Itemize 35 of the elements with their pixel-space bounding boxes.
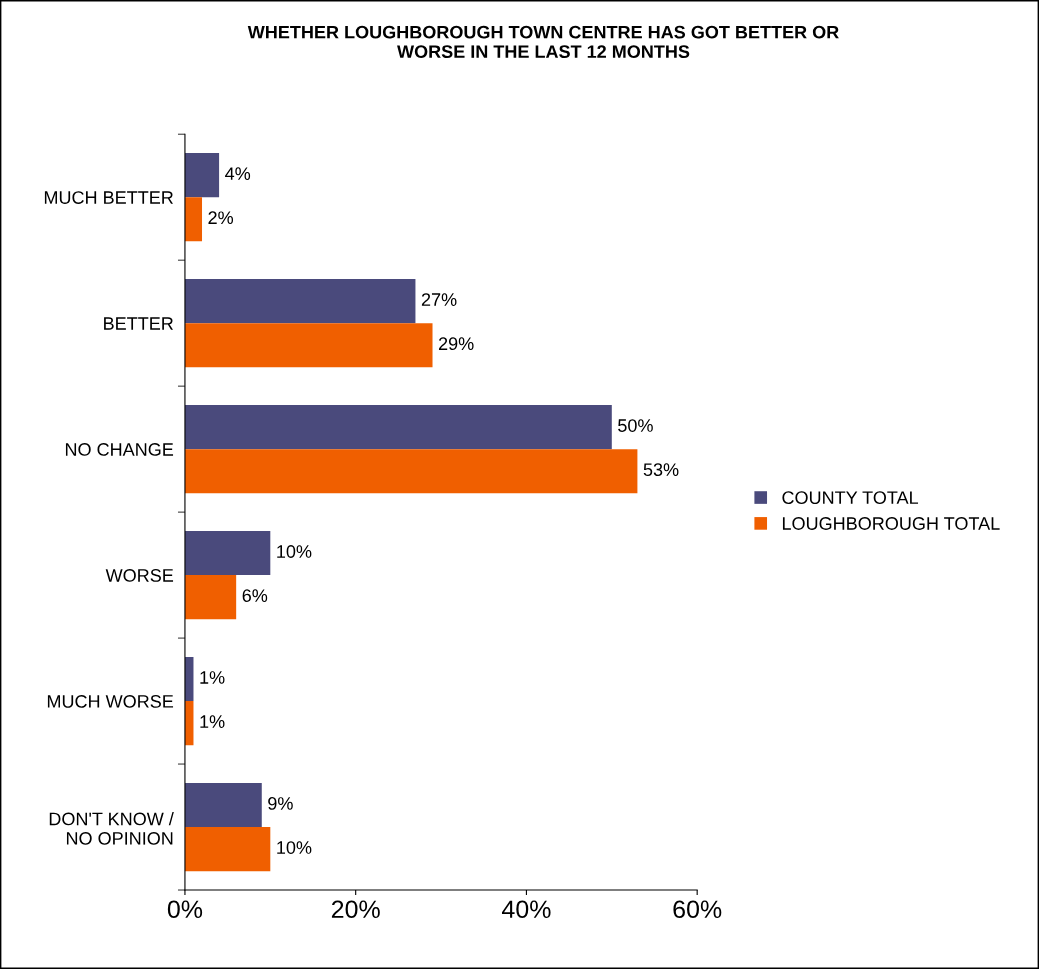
data-label: 50% xyxy=(618,419,653,432)
y-tick-label: MUCH WORSE xyxy=(47,695,174,708)
x-tick-label: 40% xyxy=(501,900,551,919)
x-tick-label: 0% xyxy=(167,900,203,919)
y-tick-label: DON'T KNOW / NO OPINION xyxy=(49,812,174,845)
data-label: 27% xyxy=(421,293,457,306)
bar xyxy=(184,449,638,494)
data-label: 1% xyxy=(200,715,225,728)
bar xyxy=(184,531,271,576)
data-label: 9% xyxy=(268,797,293,810)
data-label: 10% xyxy=(277,545,312,558)
chart-title: WHETHER LOUGHBOROUGH TOWN CENTRE HAS GOT BETTER OR WORSE IN THE LAST 12 MONTHS xyxy=(247,25,839,58)
bar xyxy=(184,197,203,242)
bar xyxy=(184,153,220,198)
bar xyxy=(184,827,271,872)
data-label: 4% xyxy=(225,167,251,180)
x-tick-label: 20% xyxy=(331,900,380,919)
data-label: 6% xyxy=(242,589,268,602)
y-tick-label: WORSE xyxy=(105,569,174,582)
data-label: 1% xyxy=(200,671,225,684)
bar xyxy=(184,323,433,368)
data-label: 29% xyxy=(438,337,474,351)
legend-label: COUNTY TOTAL xyxy=(782,491,919,505)
bar xyxy=(184,782,262,828)
legend-label: LOUGHBOROUGH TOTAL xyxy=(782,517,1000,530)
data-label: 2% xyxy=(208,211,234,225)
x-tick-label: 60% xyxy=(673,900,722,919)
bar xyxy=(184,575,237,620)
bar xyxy=(184,279,416,324)
data-label: 10% xyxy=(277,841,312,854)
y-tick-label: NO CHANGE xyxy=(65,443,174,456)
y-tick-label: BETTER xyxy=(104,317,173,330)
data-label: 53% xyxy=(643,463,679,477)
y-tick-label: MUCH BETTER xyxy=(44,191,173,204)
bar xyxy=(184,405,612,450)
